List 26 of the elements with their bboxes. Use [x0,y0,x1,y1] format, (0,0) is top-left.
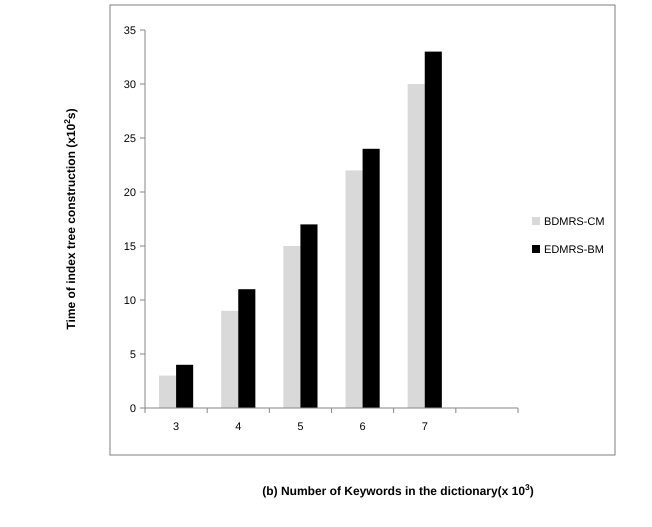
bar [158,376,176,408]
legend-label: EDMRS-BM [544,244,604,256]
y-tick-label: 35 [124,24,136,37]
bar [345,170,363,408]
y-tick-label: 0 [130,402,136,415]
bar [362,148,380,408]
x-tick-label: 5 [297,421,304,433]
y-tick-label: 10 [124,294,136,307]
x-tick-label: 6 [360,421,366,433]
y-tick-label: 25 [124,132,136,145]
bar [408,84,425,408]
x-axis-title: (b) Number of Keywords in the dictionary(x 10$^{3}$) [262,482,534,498]
bar [283,246,300,408]
y-tick-label: 30 [124,78,136,91]
bar [424,52,442,408]
x-tick-label: 7 [422,421,428,433]
bar [300,224,318,408]
x-tick-label: 4 [235,421,242,433]
bar [176,364,194,408]
y-tick-label: 20 [124,186,136,199]
x-tick-label: 3 [173,421,180,433]
bar [221,310,238,408]
y-tick-label: 15 [124,240,136,253]
y-tick-label: 5 [130,348,136,361]
bar [238,289,256,408]
legend-label: BDMRS-CM [544,216,604,228]
